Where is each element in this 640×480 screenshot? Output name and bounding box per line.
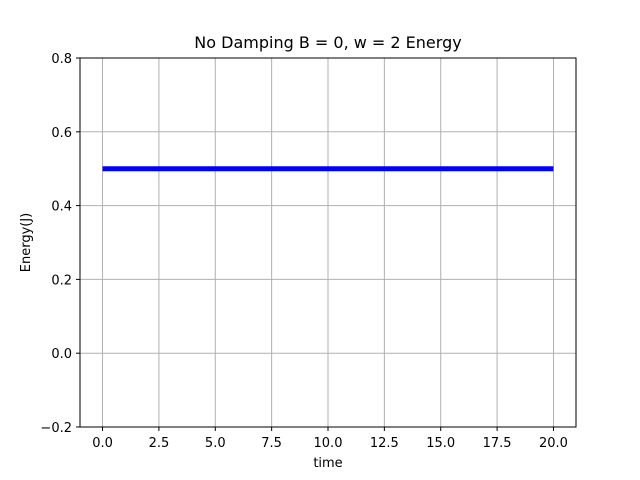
x-tick-label: 5.0 <box>205 436 226 451</box>
y-tick-label: 0.8 <box>51 52 72 67</box>
y-tick-label: −0.2 <box>40 421 72 436</box>
x-tick-label: 0.0 <box>92 436 113 451</box>
y-tick-label: 0.0 <box>51 347 72 362</box>
x-axis-ticks: 0.0 2.5 5.0 7.5 10.0 12.5 15.0 17.5 20.0 <box>92 427 568 451</box>
y-tick-label: 0.4 <box>51 200 72 215</box>
y-axis-label: Energy(J) <box>19 213 34 273</box>
x-tick-label: 2.5 <box>149 436 170 451</box>
x-tick-label: 12.5 <box>370 436 399 451</box>
y-tick-label: 0.2 <box>51 273 72 288</box>
grid-lines <box>80 57 576 428</box>
x-axis-label: time <box>313 456 342 471</box>
x-tick-label: 17.5 <box>483 436 512 451</box>
x-tick-label: 15.0 <box>426 436 455 451</box>
y-tick-label: 0.6 <box>51 126 72 141</box>
x-tick-label: 20.0 <box>539 436 568 451</box>
x-tick-label: 10.0 <box>314 436 343 451</box>
y-axis-ticks: −0.2 0.0 0.2 0.4 0.6 0.8 <box>40 52 80 436</box>
chart-title: No Damping B = 0, w = 2 Energy <box>194 33 461 52</box>
x-tick-label: 7.5 <box>261 436 282 451</box>
